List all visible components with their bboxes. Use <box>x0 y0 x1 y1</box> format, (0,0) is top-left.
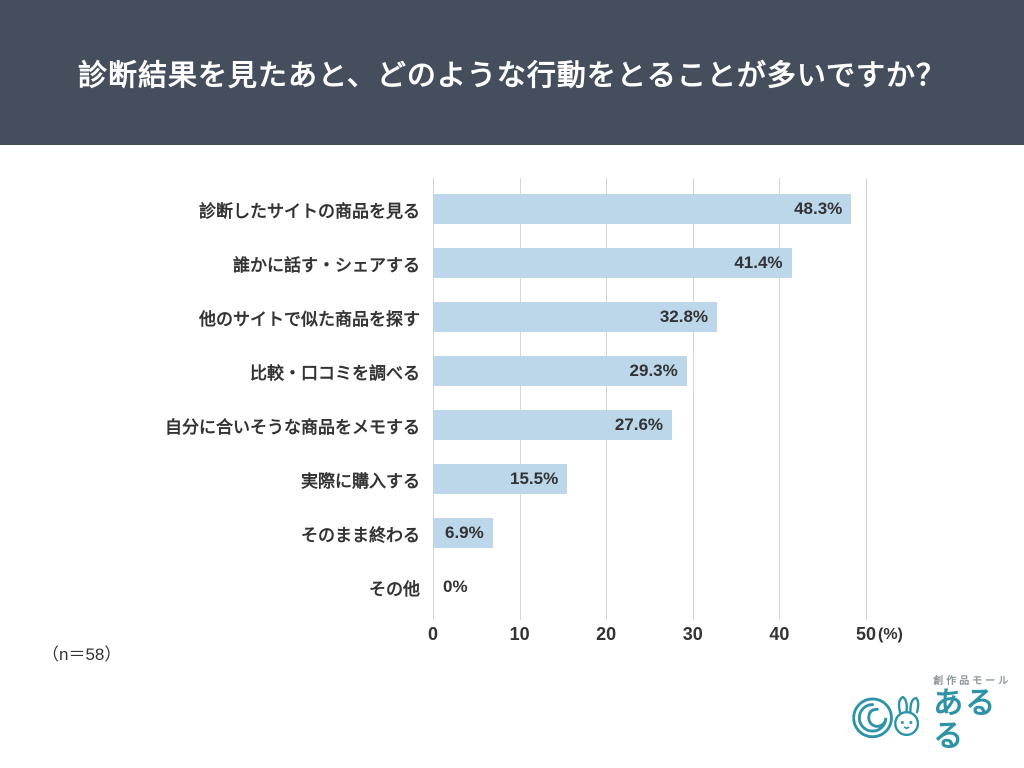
gridline <box>519 178 521 620</box>
category-label: 誰かに話す・シェアする <box>233 255 420 275</box>
chart-row: そのまま終わる 6.9% <box>0 506 866 560</box>
page-title: 診断結果を見たあと、どのような行動をとることが多いですか？ <box>78 59 946 92</box>
bar-track: 27.6% <box>433 398 866 452</box>
gridline <box>606 178 608 620</box>
bar: 15.5% <box>433 464 568 494</box>
x-tick-label: 0 <box>427 624 439 644</box>
chart-row: その他 0% <box>0 560 866 614</box>
bar: 6.9% <box>433 518 493 548</box>
chart-row: 実際に購入する 15.5% <box>0 452 866 506</box>
gridlines-area <box>433 178 867 620</box>
logo-text: 創作品モール あるる <box>933 676 1024 753</box>
x-axis: (%) 0 10 20 30 40 50 <box>428 624 903 650</box>
bar: 29.3% <box>433 356 687 386</box>
bar-track: 0% <box>433 560 866 614</box>
value-label: 27.6% <box>614 415 664 434</box>
logo: 創作品モール あるる <box>848 676 1024 753</box>
x-tick-label: 50 <box>855 624 877 644</box>
category-label: 比較・口コミを調べる <box>250 363 420 383</box>
category-label: その他 <box>369 579 420 599</box>
chart-row: 診断したサイトの商品を見る 48.3% <box>0 182 866 236</box>
bar-track: 29.3% <box>433 344 866 398</box>
chart-row: 誰かに話す・シェアする 41.4% <box>0 236 866 290</box>
x-tick-label: 20 <box>596 624 617 644</box>
bar: 32.8% <box>433 302 718 332</box>
value-label: 48.3% <box>794 199 843 218</box>
gridline <box>866 178 867 620</box>
category-label: 他のサイトで似た商品を探す <box>199 309 420 329</box>
value-label: 0% <box>443 577 468 596</box>
chart-row: 他のサイトで似た商品を探す 32.8% <box>0 290 866 344</box>
gridline <box>433 178 434 620</box>
bar: 41.4% <box>433 248 792 278</box>
gridline <box>692 178 694 620</box>
sample-size-label: （n＝58） <box>42 645 122 664</box>
x-tick-label: 30 <box>682 624 703 644</box>
bar: 48.3% <box>433 194 852 224</box>
value-label: 41.4% <box>734 253 783 272</box>
gridline <box>779 178 781 620</box>
chart-row: 比較・口コミを調べる 29.3% <box>0 344 866 398</box>
logo-mascot-icon <box>852 695 920 738</box>
category-label: そのまま終わる <box>301 525 420 545</box>
bar-track: 48.3% <box>433 182 866 236</box>
title-banner: 診断結果を見たあと、どのような行動をとることが多いですか？ <box>0 0 1024 145</box>
value-label: 32.8% <box>659 307 709 326</box>
bar-track: 41.4% <box>433 236 866 290</box>
logo-name: あるる <box>933 687 998 753</box>
logo-tagline: 創作品モール <box>933 676 1012 687</box>
bar-track: 32.8% <box>433 290 866 344</box>
value-label: 15.5% <box>510 469 559 488</box>
chart-row: 自分に合いそうな商品をメモする 27.6% <box>0 398 866 452</box>
category-label: 診断したサイトの商品を見る <box>199 201 420 221</box>
x-tick-label: 10 <box>509 624 530 644</box>
bar-track: 15.5% <box>433 452 866 506</box>
category-label: 実際に購入する <box>301 471 420 491</box>
value-label: 29.3% <box>629 361 678 380</box>
x-tick-label: 40 <box>769 624 790 644</box>
bar: 27.6% <box>433 410 673 440</box>
x-axis-unit-label: (%) <box>878 626 903 643</box>
value-label: 6.9% <box>445 523 484 542</box>
category-label: 自分に合いそうな商品をメモする <box>165 417 420 437</box>
bar-track: 6.9% <box>433 506 866 560</box>
chart-rows: 診断したサイトの商品を見る 48.3% 誰かに話す・シェアする 41.4% 他のサイトで… <box>0 182 866 614</box>
